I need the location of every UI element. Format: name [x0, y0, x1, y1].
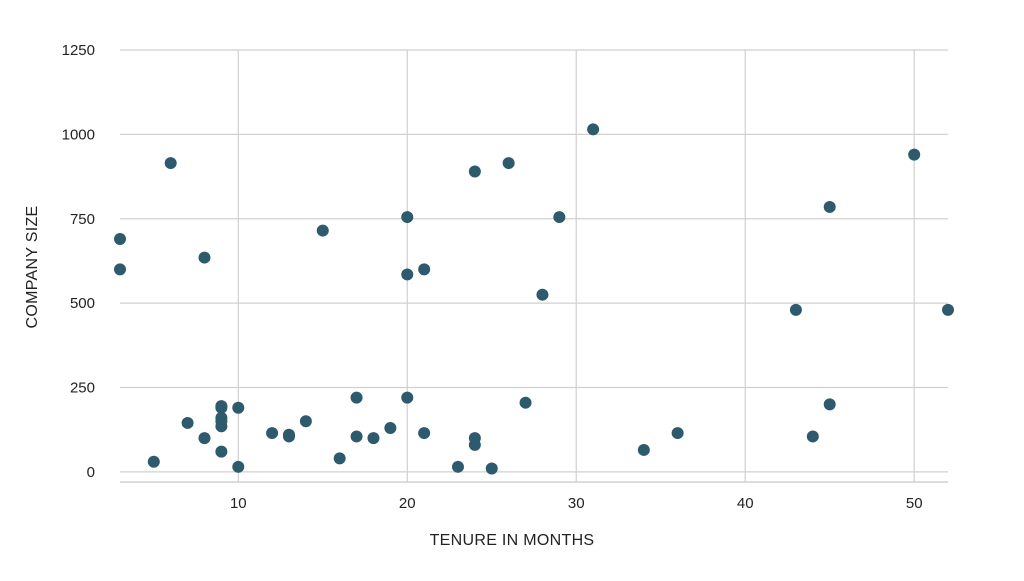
data-point	[350, 430, 363, 443]
x-tick-label: 40	[737, 495, 754, 512]
data-point	[114, 263, 126, 276]
data-point	[198, 432, 211, 445]
y-tick-label: 1000	[62, 126, 95, 143]
data-point	[299, 415, 312, 428]
data-point	[215, 420, 228, 433]
data-point	[451, 460, 464, 473]
data-point	[333, 452, 346, 465]
data-point	[282, 430, 295, 443]
y-axis-title: COMPANY SIZE	[24, 205, 41, 328]
x-axis-title: TENURE IN MONTHS	[430, 532, 595, 549]
data-point	[418, 427, 431, 440]
data-point	[198, 251, 211, 264]
data-point	[232, 460, 245, 473]
data-point	[215, 401, 228, 414]
x-tick-label: 20	[399, 495, 416, 512]
data-point	[384, 422, 397, 434]
data-point	[114, 233, 126, 245]
data-point	[789, 303, 802, 316]
x-tick-labels: 10 20 30 40 50	[230, 495, 923, 512]
x-tick-label: 50	[906, 495, 923, 512]
y-tick-label: 250	[70, 380, 95, 397]
data-point	[587, 123, 600, 136]
data-point	[401, 211, 414, 224]
data-point	[536, 288, 549, 301]
y-tick-label: 1250	[62, 42, 95, 59]
data-point	[468, 438, 481, 451]
data-point	[401, 391, 414, 404]
data-points	[114, 123, 954, 475]
x-tick-label: 10	[230, 495, 247, 512]
data-point	[806, 430, 819, 443]
data-point	[232, 401, 245, 414]
data-point	[502, 157, 515, 170]
data-point	[553, 211, 566, 224]
y-tick-labels: 0 250 500 750 1000 1250	[62, 42, 95, 481]
x-tick-label: 30	[568, 495, 585, 512]
data-point	[468, 165, 481, 178]
data-point	[671, 427, 684, 440]
y-tick-label: 500	[70, 295, 95, 312]
data-point	[164, 157, 177, 170]
data-point	[181, 416, 194, 429]
data-point	[350, 391, 363, 404]
y-gridlines	[120, 49, 948, 483]
x-gridlines	[237, 50, 915, 482]
y-tick-label: 0	[87, 464, 95, 481]
data-point	[823, 398, 836, 411]
data-point	[401, 268, 414, 281]
data-point	[942, 303, 954, 316]
data-point	[485, 462, 498, 475]
data-point	[908, 148, 921, 161]
y-tick-label: 750	[70, 211, 95, 228]
data-point	[519, 396, 532, 409]
data-point	[147, 455, 160, 468]
data-point	[418, 263, 431, 276]
data-point	[823, 200, 836, 213]
data-point	[215, 445, 228, 458]
data-point	[367, 432, 380, 445]
data-point	[316, 224, 329, 237]
data-point	[266, 427, 279, 440]
data-point	[637, 443, 650, 456]
